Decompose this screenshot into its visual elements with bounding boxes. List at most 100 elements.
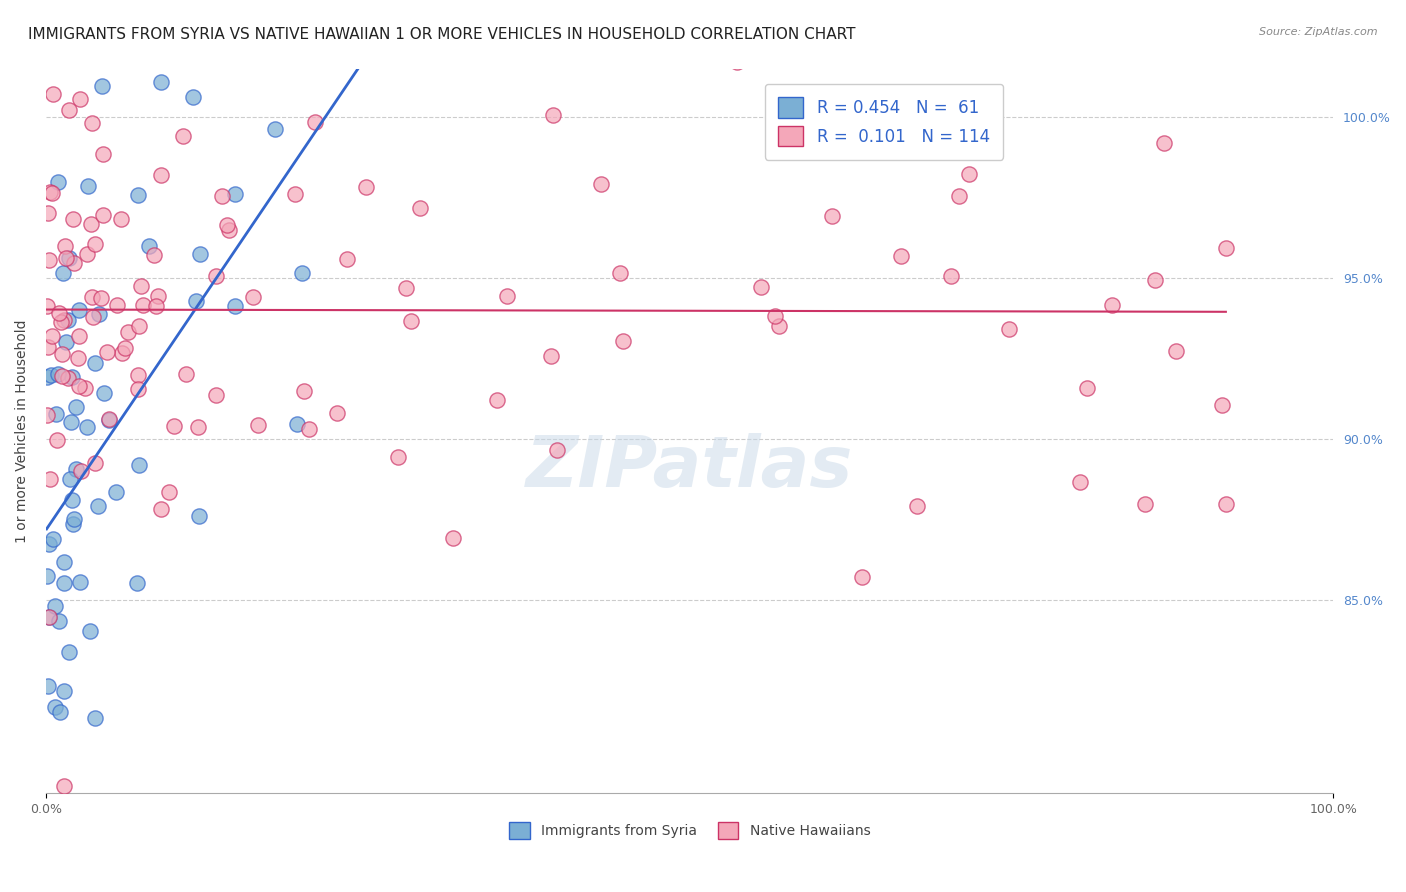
Point (35, 300, 58, 314)
Point (1215, 497, 1237, 511)
Point (188, 247, 211, 261)
Point (67, 302, 90, 317)
Point (76, 247, 98, 261)
Point (354, 180, 377, 194)
Point (110, 212, 132, 227)
Point (55, 251, 77, 265)
Point (591, 177, 613, 191)
Point (82, 310, 104, 325)
Point (187, 420, 209, 434)
Point (51, 347, 73, 361)
Point (149, 168, 172, 182)
Legend: Immigrants from Syria, Native Hawaiians: Immigrants from Syria, Native Hawaiians (503, 816, 876, 845)
Point (851, 570, 873, 584)
Point (408, 201, 430, 215)
Point (79, 624, 101, 639)
Point (176, 367, 198, 381)
Point (399, 314, 422, 328)
Point (56, 371, 79, 385)
Point (77, 179, 100, 194)
Point (37, 340, 59, 354)
Point (83, 356, 105, 370)
Point (52, 779, 75, 793)
Point (127, 576, 149, 591)
Point (65, 400, 87, 414)
Point (44, 599, 66, 613)
Point (145, 299, 167, 313)
Point (184, 293, 207, 308)
Point (107, 298, 129, 312)
Point (38, 472, 60, 486)
Point (52, 266, 75, 280)
Point (215, 218, 238, 232)
Point (181, 90, 204, 104)
Point (58, 103, 80, 117)
Point (59, 472, 82, 486)
Point (67, 351, 90, 365)
Point (751, 280, 773, 294)
Point (997, 322, 1019, 336)
Point (51, 368, 73, 383)
Point (1215, 241, 1237, 255)
Point (821, 209, 844, 223)
Point (59, 415, 82, 429)
Point (53, 312, 76, 326)
Point (485, 393, 508, 408)
Point (84, 236, 107, 251)
Point (58, 830, 80, 845)
Point (1076, 381, 1098, 395)
Point (38, 537, 60, 551)
Point (541, 108, 564, 122)
Point (905, 499, 928, 513)
Point (45, 407, 67, 421)
Point (55, 334, 77, 349)
Point (69, 464, 91, 478)
Point (60, 370, 83, 384)
Point (304, 115, 326, 129)
Point (39, 185, 62, 199)
Y-axis label: 1 or more Vehicles in Household: 1 or more Vehicles in Household (15, 319, 30, 542)
Point (1211, 398, 1233, 412)
Point (292, 384, 315, 398)
Point (46, 367, 69, 381)
Text: ZIPatlas: ZIPatlas (526, 433, 853, 501)
Point (42, 532, 65, 546)
Point (948, 189, 970, 203)
Point (73, 381, 96, 395)
Point (941, 85, 963, 99)
Point (67, 379, 90, 393)
Point (540, 349, 562, 363)
Point (52, 554, 75, 568)
Point (63, 511, 86, 525)
Point (58, 645, 80, 659)
Point (48, 305, 70, 319)
Point (1153, 136, 1175, 151)
Point (69, 574, 91, 589)
Point (44, 699, 66, 714)
Point (394, 281, 416, 295)
Point (53, 684, 76, 698)
Point (441, 532, 464, 546)
Point (298, 422, 321, 436)
Point (1133, 497, 1156, 511)
Point (127, 188, 149, 202)
Point (148, 289, 170, 303)
Point (91, 208, 114, 222)
Point (46, 433, 69, 447)
Point (80, 290, 103, 304)
Point (336, 252, 359, 266)
Point (224, 299, 246, 313)
Point (546, 442, 568, 457)
Point (179, 11, 201, 25)
Point (114, 341, 136, 355)
Point (890, 249, 912, 263)
Point (291, 266, 314, 280)
Point (325, 406, 347, 420)
Point (612, 334, 634, 349)
Point (93, 385, 115, 400)
Point (768, 319, 790, 334)
Point (38, 610, 60, 624)
Point (96, 345, 118, 359)
Point (138, 239, 160, 253)
Point (49, 705, 72, 719)
